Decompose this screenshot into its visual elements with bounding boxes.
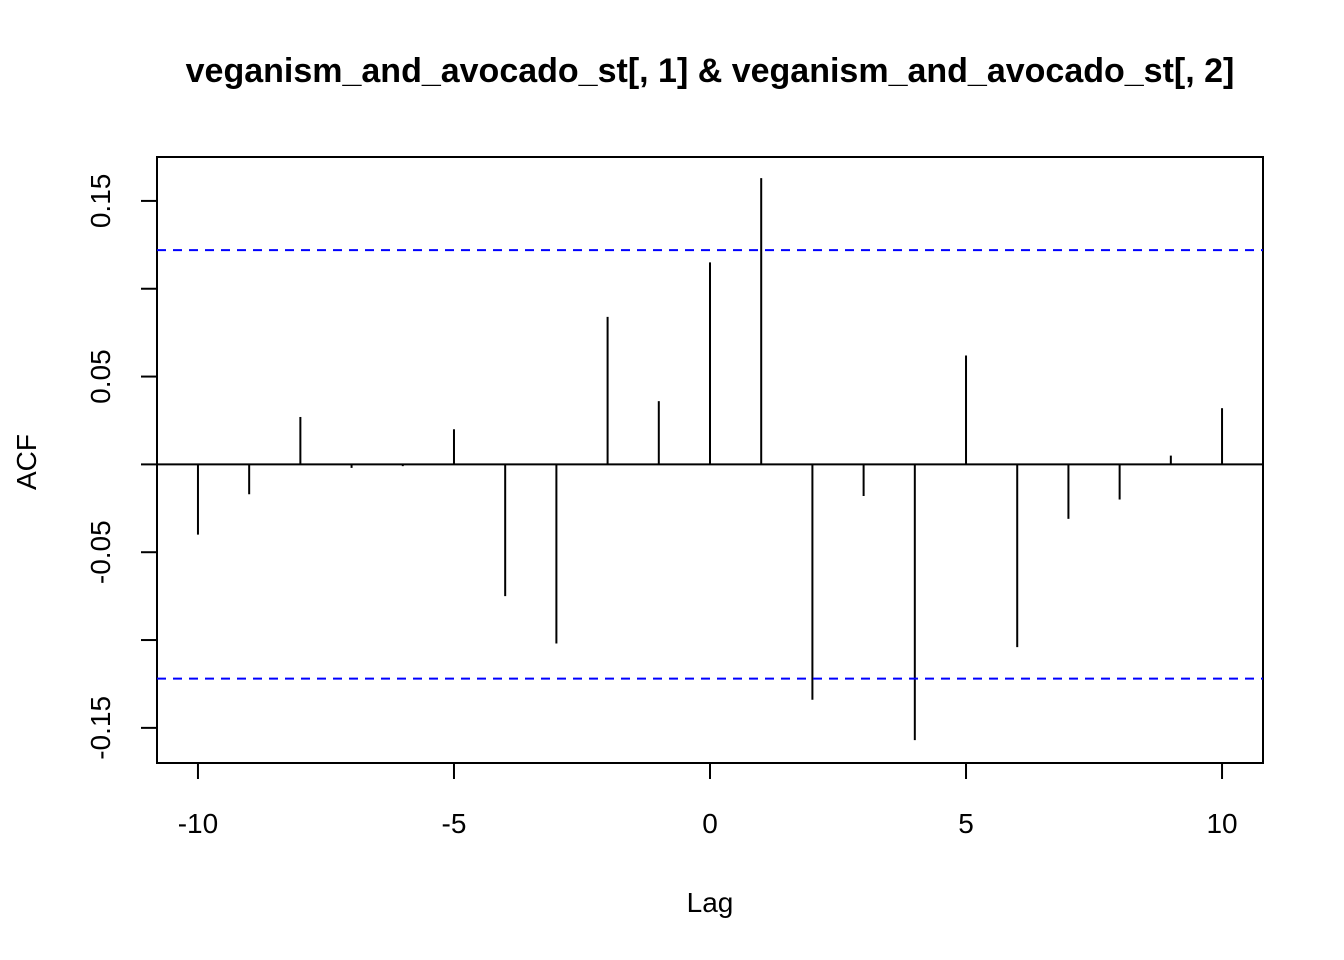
x-tick-label: 0	[702, 808, 718, 839]
acf-bars	[157, 178, 1263, 741]
x-tick-label: 10	[1206, 808, 1237, 839]
x-tick-label: -10	[178, 808, 218, 839]
confidence-bounds	[157, 249, 1263, 680]
x-axis: -10 -5 0 5 10	[178, 762, 1238, 839]
y-axis: -0.15 -0.05 0.05 0.15	[85, 174, 158, 760]
x-axis-label: Lag	[687, 887, 734, 918]
chart-title: veganism_and_avocado_st[, 1] & veganism_…	[186, 52, 1235, 90]
y-tick-label: 0.15	[85, 174, 116, 229]
x-tick-label: -5	[442, 808, 467, 839]
x-tick-label: 5	[958, 808, 974, 839]
y-tick-label: 0.05	[85, 349, 116, 404]
y-tick-label: -0.15	[85, 696, 116, 760]
y-axis-label: ACF	[11, 434, 42, 490]
y-tick-label: -0.05	[85, 520, 116, 584]
